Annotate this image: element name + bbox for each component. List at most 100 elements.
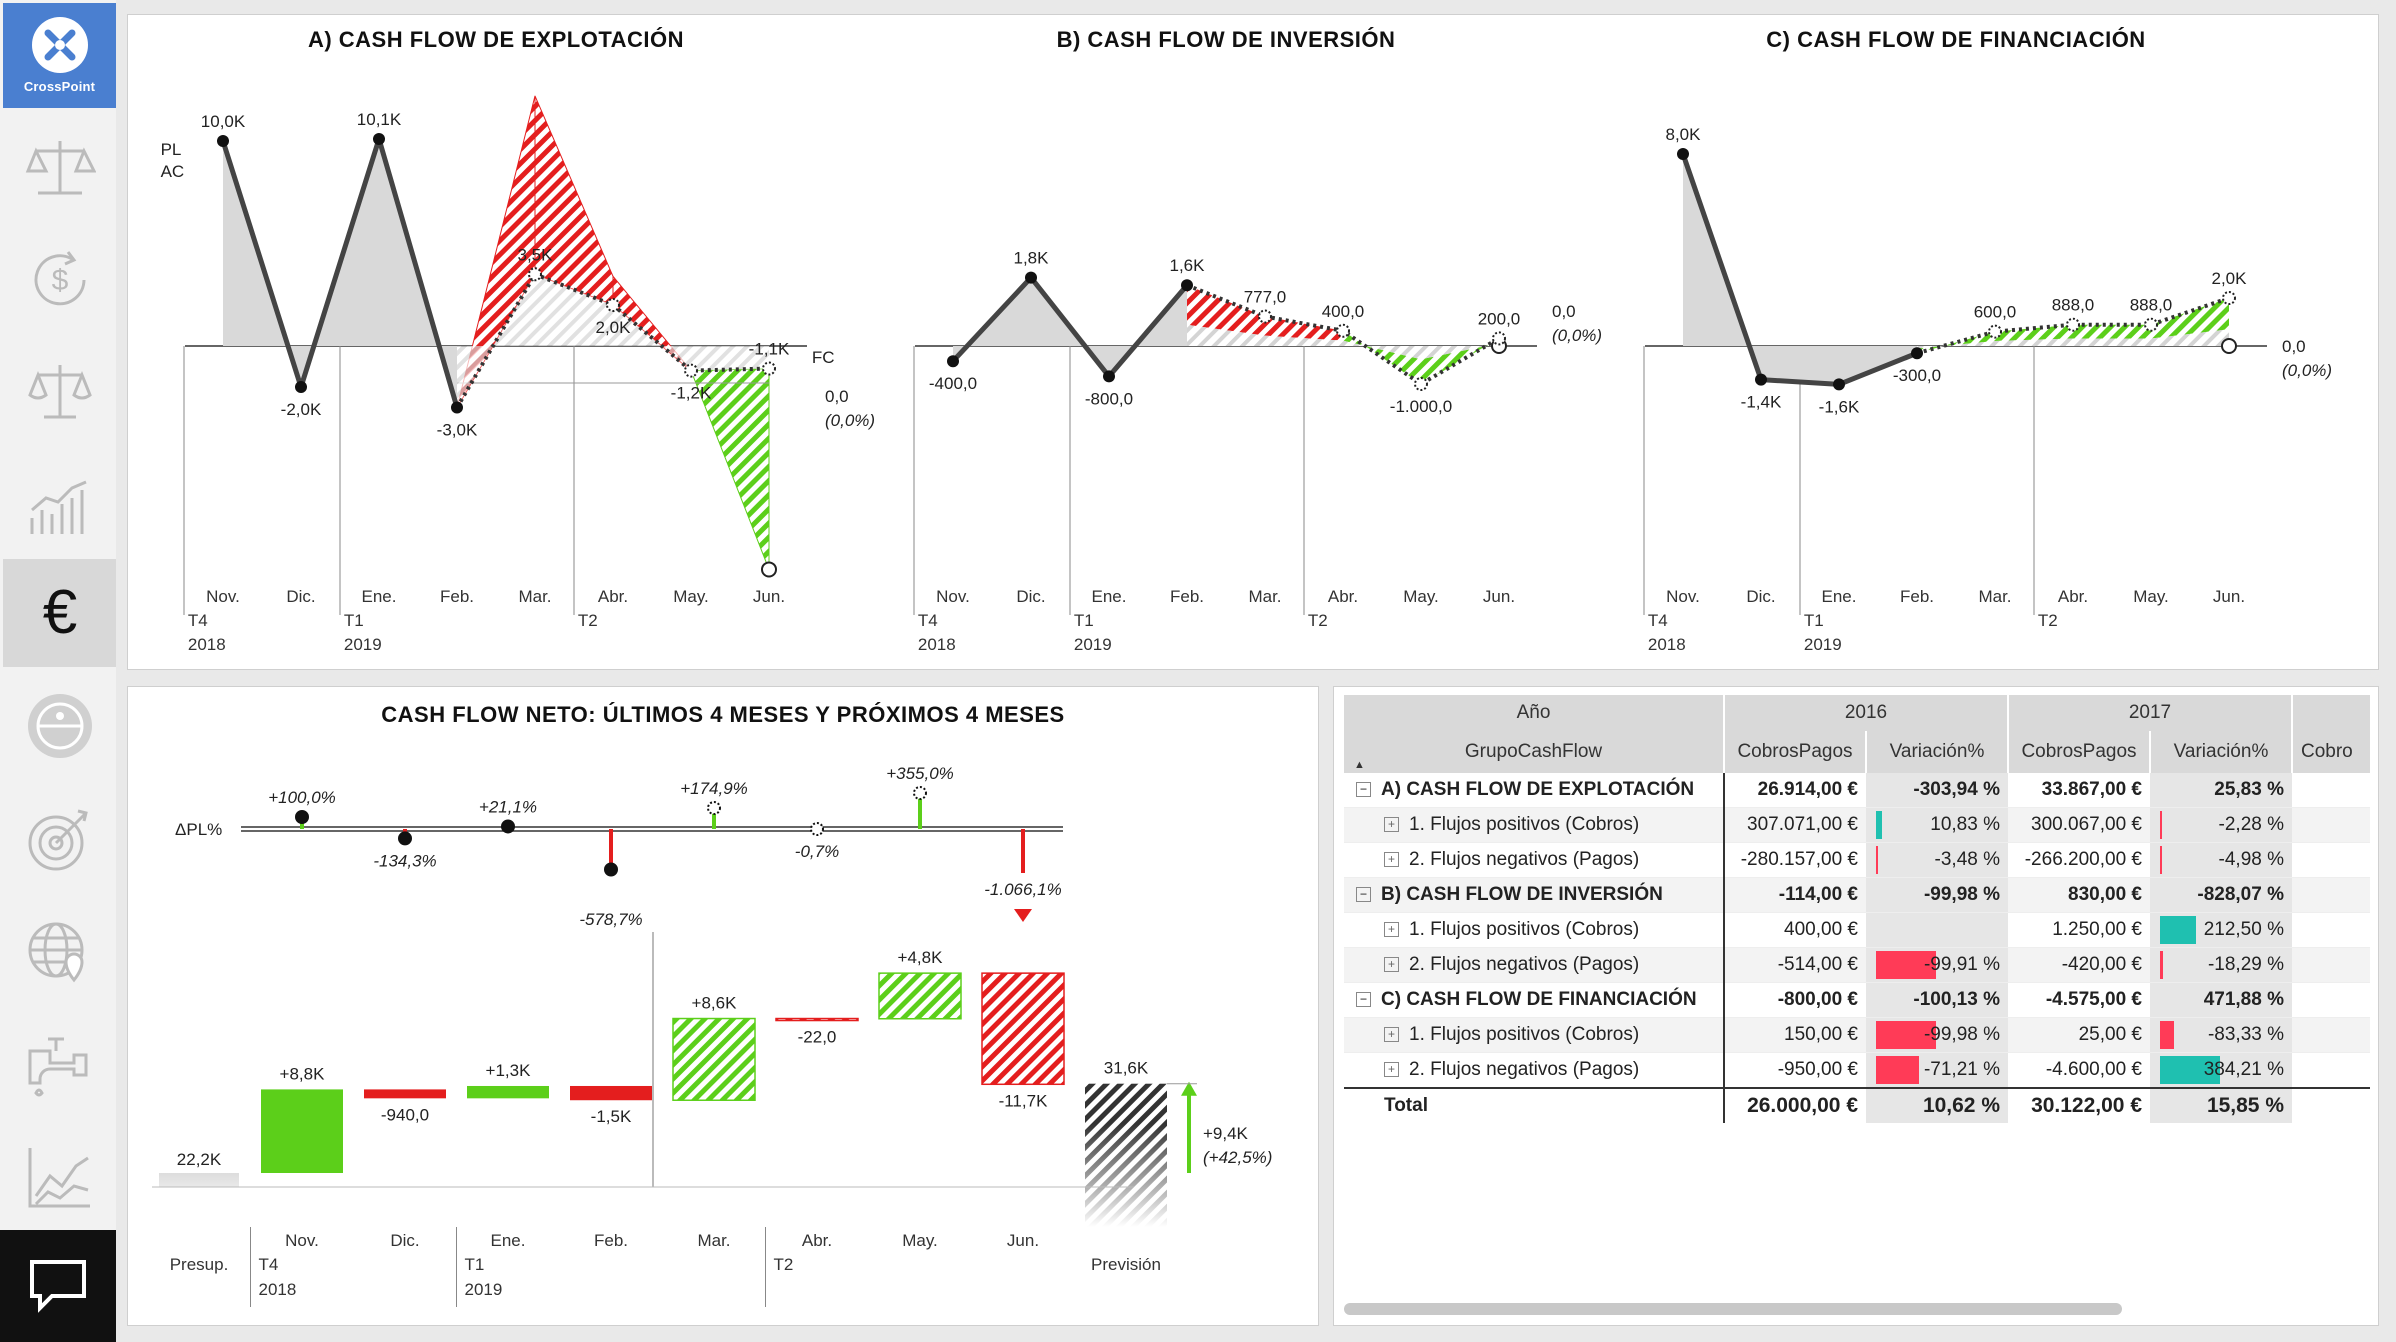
row-label[interactable]: − B) CASH FLOW DE INVERSIÓN: [1344, 877, 1724, 913]
axis-month: Jun.: [753, 587, 785, 606]
header-year[interactable]: Año: [1344, 695, 1725, 731]
value-cell: -4.600,00 €: [2008, 1052, 2150, 1089]
chart-title: B) CASH FLOW DE INVERSIÓN: [1057, 27, 1396, 52]
delta-bar: [261, 1089, 343, 1173]
slider-circle-icon: [27, 694, 92, 758]
svg-text:$: $: [51, 264, 68, 297]
axis-month: Dic.: [1746, 587, 1775, 606]
sort-asc-icon[interactable]: ▲: [1354, 759, 1365, 771]
value-cell: [2292, 1017, 2370, 1053]
pct-label: -578,7%: [579, 910, 642, 929]
nav-faucet[interactable]: [3, 1011, 116, 1119]
header-cobrospagos-2017[interactable]: CobrosPagos: [2008, 731, 2151, 773]
header-year-2016[interactable]: 2016: [1724, 695, 2009, 731]
nav-cash-cycle[interactable]: $: [3, 226, 116, 334]
header-cobros-next[interactable]: Cobro: [2292, 731, 2370, 773]
header-variacion-2016[interactable]: Variación%: [1866, 731, 2009, 773]
data-label: 2,0K: [596, 318, 632, 337]
nav-target[interactable]: [3, 785, 116, 893]
collapse-icon[interactable]: −: [1356, 992, 1371, 1008]
chat-button[interactable]: [0, 1230, 116, 1342]
detail-row[interactable]: +1. Flujos positivos (Cobros) 307.071,00 …: [1344, 807, 2370, 843]
variation-cell: -3,48 %: [1866, 842, 2008, 878]
axis-category: Presup.: [170, 1255, 229, 1274]
chart-c-financiacion: C) CASH FLOW DE FINANCIACIÓN 8,0K -1,4K -1,…: [1643, 27, 2332, 654]
pct-label: -1.066,1%: [984, 880, 1062, 899]
value-cell: 33.867,00 €: [2008, 773, 2150, 808]
row-label[interactable]: +1. Flujos positivos (Cobros): [1344, 1017, 1724, 1053]
logo[interactable]: CrossPoint: [3, 3, 116, 108]
nav-justice-scale[interactable]: [3, 339, 116, 447]
row-label[interactable]: +2. Flujos negativos (Pagos): [1344, 947, 1724, 983]
delta-bar: [878, 972, 962, 1020]
delta-label: -1,5K: [591, 1107, 632, 1126]
row-label[interactable]: − C) CASH FLOW DE FINANCIACIÓN: [1344, 982, 1724, 1018]
expand-icon[interactable]: +: [1384, 852, 1399, 868]
expand-icon[interactable]: +: [1384, 1027, 1399, 1043]
variation-cell: 212,50 %: [2150, 912, 2292, 948]
axis-quarter: T4: [918, 611, 938, 630]
group-row[interactable]: − A) CASH FLOW DE EXPLOTACIÓN 26.914,00 € -…: [1344, 773, 2370, 808]
detail-row[interactable]: +1. Flujos positivos (Cobros) 150,00 € -99…: [1344, 1017, 2370, 1053]
expand-icon[interactable]: +: [1384, 922, 1399, 938]
row-label[interactable]: − A) CASH FLOW DE EXPLOTACIÓN: [1344, 773, 1724, 808]
start-label: 22,2K: [177, 1150, 222, 1169]
collapse-icon[interactable]: −: [1356, 887, 1371, 903]
fc-marker: [1988, 324, 2002, 339]
header-year-2017[interactable]: 2017: [2008, 695, 2293, 731]
nav-line-chart[interactable]: [3, 1124, 116, 1232]
nav-euro[interactable]: €: [3, 559, 116, 667]
header-year-next: [2292, 695, 2370, 731]
total-row: Total 26.000,00 €10,62 % 30.122,00 €15,85 …: [1344, 1087, 2370, 1123]
fc-marker: [762, 361, 776, 376]
detail-row[interactable]: +2. Flujos negativos (Pagos) -280.157,00 …: [1344, 842, 2370, 878]
header-group[interactable]: GrupoCashFlow ▲: [1344, 731, 1725, 773]
row-label[interactable]: +2. Flujos negativos (Pagos): [1344, 842, 1724, 878]
axis-quarter: T2: [2038, 611, 2058, 630]
collapse-icon[interactable]: −: [1356, 782, 1371, 798]
ac-area: [1683, 154, 1917, 385]
nav-globe[interactable]: [3, 898, 116, 1006]
expand-icon[interactable]: +: [1384, 957, 1399, 973]
data-label: 1,8K: [1014, 249, 1050, 268]
row-label[interactable]: +1. Flujos positivos (Cobros): [1344, 807, 1724, 843]
expand-icon[interactable]: +: [1384, 817, 1399, 833]
data-label: 888,0: [2130, 296, 2173, 315]
header-variacion-2017[interactable]: Variación%: [2150, 731, 2293, 773]
pct-marker: [501, 819, 515, 834]
axis-month: Nov.: [206, 587, 240, 606]
pct-label: -0,7%: [795, 842, 839, 861]
data-label: -800,0: [1085, 389, 1133, 408]
axis-year: 2019: [344, 635, 382, 654]
nav-slider-circle[interactable]: [3, 672, 116, 780]
data-label: -1,4K: [1741, 393, 1782, 412]
header-cobrospagos-2016[interactable]: CobrosPagos: [1724, 731, 1867, 773]
value-cell: -950,00 €: [1723, 1052, 1866, 1089]
variation-cell: -100,13 %: [1866, 982, 2008, 1018]
expand-icon[interactable]: +: [1384, 1062, 1399, 1078]
nav-balance-scale[interactable]: [3, 113, 116, 221]
group-row[interactable]: − B) CASH FLOW DE INVERSIÓN -114,00 € -99,9…: [1344, 877, 2370, 913]
ac-line: [220, 136, 460, 409]
axis-category: Nov.: [285, 1231, 319, 1250]
variation-cell: -18,29 %: [2150, 947, 2292, 983]
detail-row[interactable]: +1. Flujos positivos (Cobros) 400,00 € 1.2…: [1344, 912, 2370, 948]
row-label[interactable]: +1. Flujos positivos (Cobros): [1344, 912, 1724, 948]
chart-a-explotacion: A) CASH FLOW DE EXPLOTACIÓN PL AC FC 10,0K -2…: [161, 27, 875, 654]
fc-marker: [528, 267, 542, 282]
group-row[interactable]: − C) CASH FLOW DE FINANCIACIÓN -800,00 € -1…: [1344, 982, 2370, 1018]
row-label[interactable]: +2. Flujos negativos (Pagos): [1344, 1052, 1724, 1089]
data-label: 10,1K: [357, 110, 402, 129]
detail-row[interactable]: +2. Flujos negativos (Pagos) -950,00 € -71…: [1344, 1052, 2370, 1089]
nav-bar-growth[interactable]: [3, 452, 116, 560]
delta-label: -22,0: [798, 1028, 837, 1047]
variation-cell: -828,07 %: [2150, 877, 2292, 913]
variation-cell: -99,98 %: [1866, 877, 2008, 913]
delta-label: +1,3K: [486, 1061, 532, 1080]
horizontal-scrollbar[interactable]: [1344, 1303, 2122, 1315]
axis-year: 2019: [465, 1280, 503, 1299]
axis-month: Abr.: [2058, 587, 2088, 606]
ac-marker: [217, 135, 229, 147]
end-value-label: 0,0: [2282, 337, 2306, 356]
detail-row[interactable]: +2. Flujos negativos (Pagos) -514,00 € -99…: [1344, 947, 2370, 983]
